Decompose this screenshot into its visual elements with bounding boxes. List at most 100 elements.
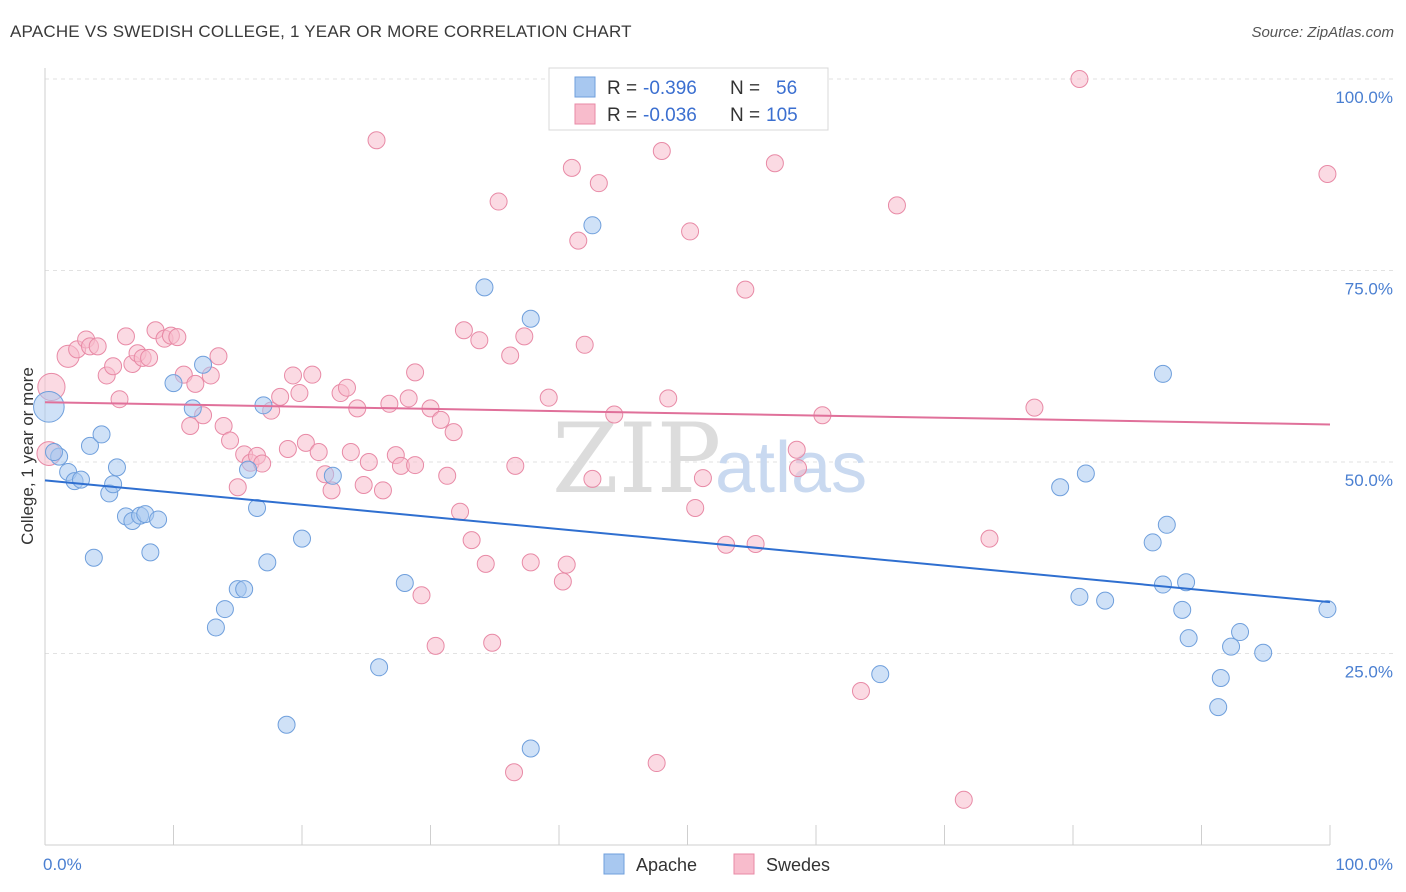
- swedes-point: [470, 331, 489, 350]
- bottom-legend-swedes-label: Swedes: [766, 855, 830, 875]
- bottom-legend-apache-swatch: [603, 853, 625, 875]
- apache-point: [521, 309, 540, 328]
- swedes-point: [575, 335, 594, 354]
- swedes-point: [309, 443, 328, 462]
- swedes-point: [483, 633, 502, 652]
- swedes-point: [686, 498, 705, 517]
- legend-apache-n-label: N =: [730, 78, 760, 99]
- apache-point: [370, 658, 389, 677]
- x-tick-label-max: 100.0%: [1335, 855, 1393, 874]
- apache-point: [215, 600, 234, 619]
- swedes-point: [181, 416, 200, 435]
- swedes-point: [284, 366, 303, 385]
- swedes-point: [438, 466, 457, 485]
- swedes-point: [290, 384, 309, 403]
- legend-swedes-r-label: R =: [607, 105, 637, 126]
- apache-point: [1153, 575, 1172, 594]
- swedes-point: [562, 158, 581, 177]
- y-tick-label: 25.0%: [1345, 663, 1393, 682]
- swedes-point: [557, 555, 576, 574]
- gridlines: [45, 78, 1393, 654]
- swedes-point: [341, 443, 360, 462]
- y-tick-label: 75.0%: [1345, 280, 1393, 299]
- swedes-point: [583, 469, 602, 488]
- apache-points: [33, 216, 1337, 758]
- swedes-point: [406, 456, 425, 475]
- apache-point: [1143, 533, 1162, 552]
- apache-point: [1070, 587, 1089, 606]
- swedes-point: [693, 469, 712, 488]
- legend-apache-swatch: [574, 76, 596, 98]
- apache-point: [1254, 643, 1273, 662]
- swedes-point: [501, 346, 520, 365]
- x-tick-label-min: 0.0%: [43, 855, 82, 874]
- chart-title: APACHE VS SWEDISH COLLEGE, 1 YEAR OR MOR…: [10, 22, 632, 41]
- swedes-point: [569, 231, 588, 250]
- apache-point: [395, 574, 414, 593]
- swedes-point: [765, 154, 784, 173]
- apache-point: [92, 425, 111, 444]
- apache-point: [107, 458, 126, 477]
- swedes-points: [36, 70, 1337, 809]
- apache-point: [1076, 464, 1095, 483]
- swedes-point: [406, 363, 425, 382]
- swedes-point: [787, 440, 806, 459]
- swedes-point: [647, 754, 666, 773]
- swedes-point: [539, 388, 558, 407]
- swedes-point: [462, 531, 481, 550]
- bottom-legend-apache-label: Apache: [636, 855, 697, 875]
- swedes-point: [354, 475, 373, 494]
- apache-point: [1051, 478, 1070, 497]
- apache-point: [1096, 591, 1115, 610]
- swedes-point: [521, 553, 540, 572]
- swedes-point: [296, 433, 315, 452]
- apache-point: [248, 498, 267, 517]
- swedes-point: [399, 389, 418, 408]
- apache-point: [104, 475, 123, 494]
- swedes-point: [954, 790, 973, 809]
- swedes-point: [451, 502, 470, 521]
- apache-point: [475, 278, 494, 297]
- swedes-point: [303, 365, 322, 384]
- swedes-point: [980, 529, 999, 548]
- apache-point: [583, 216, 602, 235]
- swedes-point: [186, 374, 205, 393]
- swedes-point: [412, 586, 431, 605]
- apache-point: [258, 553, 277, 572]
- swedes-point: [681, 222, 700, 241]
- apache-point: [1173, 600, 1192, 619]
- legend-swedes-n-value: 105: [766, 105, 798, 126]
- y-tick-label: 50.0%: [1345, 471, 1393, 490]
- swedes-point: [489, 192, 508, 211]
- swedes-point: [605, 405, 624, 424]
- apache-point: [149, 510, 168, 529]
- apache-point: [521, 739, 540, 758]
- y-tick-label: 100.0%: [1335, 88, 1393, 107]
- swedes-point: [104, 357, 123, 376]
- chart-source: Source: ZipAtlas.com: [1251, 24, 1394, 41]
- swedes-point: [271, 387, 290, 406]
- apache-point: [1318, 600, 1337, 619]
- x-tick-marks: [44, 825, 1331, 845]
- legend-swedes-n-label: N =: [730, 105, 760, 126]
- swedes-point: [380, 394, 399, 413]
- trendlines: [44, 401, 1331, 604]
- swedes-point: [140, 348, 159, 367]
- apache-point: [141, 543, 160, 562]
- apache-point: [71, 470, 90, 489]
- swedes-point: [444, 423, 463, 442]
- legend-apache-n-value: 56: [776, 78, 797, 99]
- swedes-point: [659, 389, 678, 408]
- apache-point: [235, 580, 254, 599]
- apache-point: [80, 436, 99, 455]
- apache-point: [44, 443, 63, 462]
- swedes-point: [454, 321, 473, 340]
- swedes-point: [116, 327, 135, 346]
- swedes-point: [652, 142, 671, 161]
- apache-point: [1209, 698, 1228, 717]
- apache-point: [239, 460, 258, 479]
- swedes-point: [209, 347, 228, 366]
- swedes-point: [589, 174, 608, 193]
- swedes-point: [110, 390, 129, 409]
